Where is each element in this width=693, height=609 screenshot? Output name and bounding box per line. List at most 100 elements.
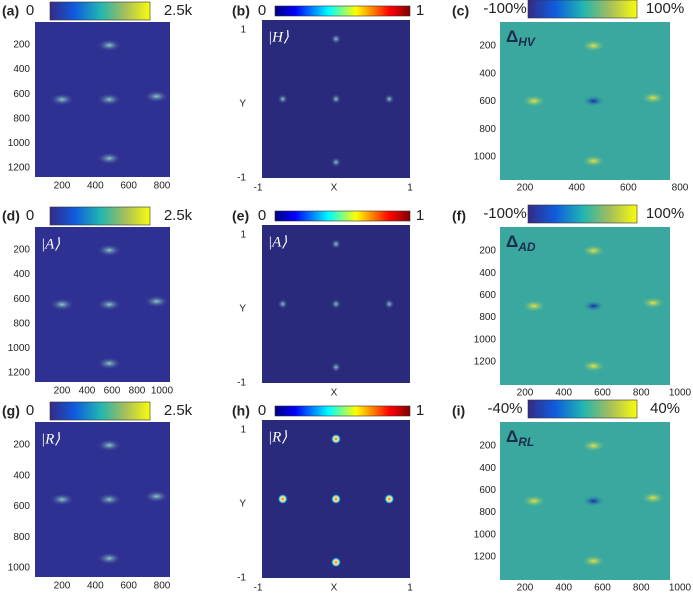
panel-label: (c) — [452, 3, 469, 19]
spot — [384, 299, 395, 309]
colorbar-min: 0 — [258, 402, 266, 419]
colorbar — [274, 5, 411, 17]
y-tick-label: 1 — [240, 425, 246, 436]
spot — [581, 39, 606, 52]
y-tick-label: 400 — [13, 64, 30, 75]
y-tick-label: 200 — [13, 40, 30, 51]
colorbar-max: 2.5k — [164, 207, 193, 224]
y-tick-label: 600 — [479, 290, 496, 301]
x-tick-label: 200 — [517, 583, 534, 594]
colorbar-min: 0 — [26, 2, 34, 19]
spot — [581, 360, 606, 373]
spot — [331, 433, 341, 444]
panel: (a) 0 2.5k 200 400 600 800 1000 1200 200 400 600 800 — [2, 1, 193, 192]
spot — [50, 493, 74, 506]
ket-label: |R⟩ — [41, 431, 60, 447]
y-tick-label: 1000 — [474, 529, 497, 540]
spot — [97, 298, 122, 311]
x-tick-label: 600 — [120, 181, 137, 192]
y-tick-label: 600 — [13, 501, 30, 512]
spot — [97, 152, 122, 165]
x-tick-label: X — [331, 388, 338, 399]
ket-label: |A⟩ — [268, 234, 287, 250]
spot — [97, 552, 122, 565]
colorbar-min: 0 — [258, 207, 266, 224]
spot — [97, 439, 122, 452]
colorbar — [527, 399, 638, 419]
spot — [144, 90, 169, 103]
colorbar-max: 100% — [646, 205, 684, 222]
panel-label: (d) — [2, 208, 20, 224]
x-tick-label: -1 — [254, 583, 263, 594]
colorbar — [49, 206, 151, 226]
ket-label: |R⟩ — [268, 429, 287, 445]
panel-label: (e) — [232, 208, 249, 224]
x-tick-label: 600 — [594, 583, 611, 594]
y-tick-label: 200 — [479, 441, 496, 452]
y-tick-label: 200 — [479, 41, 496, 52]
x-tick-label: 800 — [154, 181, 171, 192]
x-tick-label: 200 — [54, 581, 71, 592]
spot — [97, 357, 122, 370]
spot — [581, 439, 606, 452]
spot — [331, 94, 341, 104]
y-tick-label: 600 — [13, 89, 30, 100]
y-tick-label: 400 — [479, 268, 496, 279]
y-tick-label: 200 — [13, 440, 30, 451]
panel-label: (h) — [232, 403, 250, 419]
colorbar — [274, 210, 411, 222]
spot — [522, 300, 546, 312]
colorbar-max: 40% — [650, 400, 680, 417]
spot — [97, 93, 122, 106]
y-tick-label: Y — [239, 304, 246, 315]
spot — [641, 296, 665, 309]
panel: (i) -40% 40% ΔRL 200 400 600 800 1000 1200 200 400 6… — [452, 399, 692, 594]
colorbar-max: 2.5k — [164, 402, 193, 419]
delta-symbol: Δ — [506, 27, 518, 46]
panel: (g) 0 2.5k |R⟩ 200 400 600 800 1000 200 400 600 800 — [2, 401, 193, 592]
spot — [50, 298, 74, 311]
colorbar — [49, 401, 151, 421]
spot — [277, 299, 288, 309]
y-tick-label: 1000 — [8, 563, 31, 574]
colorbar-min: 0 — [258, 2, 266, 19]
y-tick-label: Y — [239, 499, 246, 510]
y-tick-label: 400 — [479, 463, 496, 474]
ket-label: |H⟩ — [268, 29, 289, 45]
delta-symbol: Δ — [506, 427, 518, 446]
y-tick-label: 400 — [13, 269, 30, 280]
spot — [331, 557, 341, 568]
colorbar-max: 100% — [646, 0, 684, 17]
x-tick-label: 1000 — [669, 388, 692, 399]
y-tick-label: 800 — [479, 507, 496, 518]
colorbar-max: 2.5k — [164, 2, 193, 19]
spot — [331, 157, 341, 168]
x-tick-label: 400 — [79, 386, 96, 397]
y-tick-label: 1200 — [474, 357, 497, 368]
colorbar-min: -40% — [487, 400, 522, 417]
delta-subscript: HV — [518, 35, 536, 49]
x-tick-label: 1000 — [669, 583, 692, 594]
spot — [581, 155, 606, 168]
panel: (e) 0 1 |A⟩ 1 Y -1 X — [232, 207, 424, 399]
y-tick-label: 800 — [13, 318, 30, 329]
x-tick-label: 400 — [568, 183, 585, 194]
x-tick-label: 600 — [620, 183, 637, 194]
y-tick-label: 1 — [240, 230, 246, 241]
y-tick-label: 1000 — [474, 334, 497, 345]
y-tick-label: 1200 — [474, 552, 497, 563]
x-tick-label: 800 — [154, 581, 171, 592]
y-tick-label: 600 — [479, 96, 496, 107]
spot — [331, 33, 341, 44]
colorbar — [527, 0, 638, 19]
panel: (h) 0 1 |R⟩ 1 Y -1 -1 X 1 — [232, 402, 424, 594]
y-tick-label: 1000 — [8, 343, 31, 354]
colorbar-min: 0 — [26, 207, 34, 224]
y-tick-label: 1 — [240, 25, 246, 36]
x-tick-label: 800 — [129, 386, 146, 397]
y-tick-label: 800 — [13, 532, 30, 543]
spot — [384, 494, 395, 504]
x-tick-label: 1 — [407, 183, 413, 194]
spot — [50, 93, 74, 106]
